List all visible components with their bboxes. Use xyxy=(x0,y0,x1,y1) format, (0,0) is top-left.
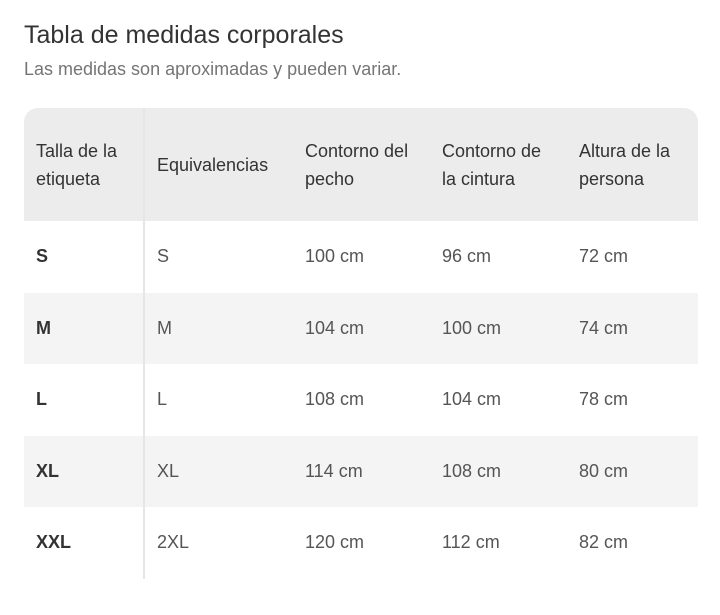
cell-height: 74 cm xyxy=(579,317,629,338)
cell-waist: 96 cm xyxy=(442,246,492,267)
table-row: M M 104 cm 100 cm 74 cm xyxy=(24,292,698,364)
cell-height: 82 cm xyxy=(579,532,629,553)
table-row: L L 108 cm 104 cm 78 cm xyxy=(24,364,698,436)
table-row: XL XL 114 cm 108 cm 80 cm xyxy=(24,435,698,507)
cell-size-label: S xyxy=(24,221,145,293)
size-chart-table: Talla de la etiqueta Equivalencias Conto… xyxy=(24,108,699,579)
page-subtitle: Las medidas son aproximadas y pueden var… xyxy=(24,59,402,79)
cell-height: 80 cm xyxy=(579,460,629,481)
table-row: S S 100 cm 96 cm 72 cm xyxy=(24,221,698,293)
cell-chest: 120 cm xyxy=(305,532,365,553)
cell-size-label: L xyxy=(24,364,145,436)
cell-height: 72 cm xyxy=(579,246,629,267)
table-header: Talla de la etiqueta Equivalencias Conto… xyxy=(24,108,698,221)
cell-waist: 100 cm xyxy=(442,317,502,338)
table-body: S S 100 cm 96 cm 72 cm M M 104 cm 100 cm… xyxy=(24,221,698,579)
cell-equivalence: L xyxy=(157,389,168,410)
page-title: Tabla de medidas corporales xyxy=(24,21,344,49)
cell-height: 78 cm xyxy=(579,389,629,410)
column-header-waist: Contorno de la cintura xyxy=(442,140,542,189)
column-header-size-label: Talla de la etiqueta xyxy=(24,108,145,221)
cell-equivalence: S xyxy=(157,246,170,267)
cell-chest: 100 cm xyxy=(305,246,365,267)
cell-size-label: XXL xyxy=(24,507,145,579)
cell-chest: 108 cm xyxy=(305,389,365,410)
table-header-row: Talla de la etiqueta Equivalencias Conto… xyxy=(24,108,698,221)
table-row: XXL 2XL 120 cm 112 cm 82 cm xyxy=(24,507,698,579)
column-header-chest: Contorno del pecho xyxy=(305,140,409,189)
cell-equivalence: 2XL xyxy=(157,532,190,553)
cell-equivalence: XL xyxy=(157,460,180,481)
size-chart-table-container: Talla de la etiqueta Equivalencias Conto… xyxy=(24,108,698,579)
cell-waist: 108 cm xyxy=(442,460,502,481)
cell-chest: 114 cm xyxy=(305,460,363,481)
cell-chest: 104 cm xyxy=(305,317,365,338)
cell-size-label: XL xyxy=(24,435,145,507)
cell-equivalence: M xyxy=(157,317,172,338)
cell-waist: 104 cm xyxy=(442,389,502,410)
column-header-height: Altura de la persona xyxy=(579,140,671,189)
cell-waist: 112 cm xyxy=(442,532,500,553)
cell-size-label: M xyxy=(24,292,145,364)
column-header-equivalences: Equivalencias xyxy=(157,154,269,175)
